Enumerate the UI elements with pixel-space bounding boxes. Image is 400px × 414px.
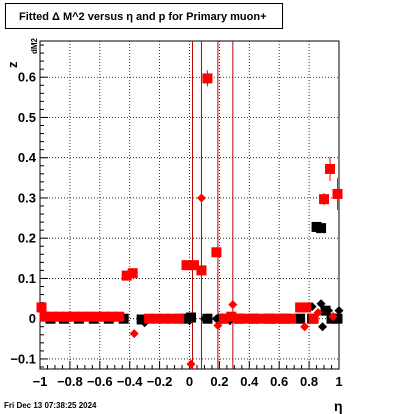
x-tick-label: −0.6 <box>87 374 113 389</box>
chart-title: Fitted Δ M^2 versus η and p for Primary … <box>19 11 267 23</box>
data-points <box>36 70 344 369</box>
red-square-point <box>151 313 162 324</box>
red-diamond-point <box>196 193 206 203</box>
x-tick-label: −1 <box>33 374 48 389</box>
red-diamond-point <box>225 312 235 322</box>
y-tick-label: 0.6 <box>18 70 36 85</box>
red-square-point <box>127 268 138 279</box>
red-square-point <box>76 311 87 322</box>
red-square-point <box>144 313 155 324</box>
red-square-point <box>166 313 177 324</box>
red-diamond-point <box>129 329 139 339</box>
x-tick-label: 0.4 <box>240 374 259 389</box>
red-square-point <box>54 311 65 322</box>
y-tick-label: −0.1 <box>10 351 36 366</box>
red-square-point <box>99 311 110 322</box>
red-square-point <box>39 311 50 322</box>
red-square-point <box>84 311 95 322</box>
black-diamond-point <box>324 306 334 316</box>
red-square-point <box>301 302 312 313</box>
red-square-point <box>241 313 252 324</box>
red-diamond-point <box>213 321 223 331</box>
red-square-point <box>256 313 267 324</box>
black-diamond-point <box>318 322 328 332</box>
y-tick-label: 0.5 <box>18 110 36 125</box>
red-square-point <box>263 313 274 324</box>
black-square-point <box>185 312 196 323</box>
red-square-point <box>218 313 229 324</box>
black-square-point <box>136 314 147 325</box>
black-diamond-point <box>211 314 221 324</box>
y-axis-label-subscript: dM2 <box>30 37 39 54</box>
x-tick-label: −0.8 <box>57 374 83 389</box>
red-square-point <box>233 313 244 324</box>
red-square-point <box>36 302 47 313</box>
black-diamond-point <box>316 299 326 309</box>
red-square-point <box>121 270 132 281</box>
red-square-point <box>159 313 170 324</box>
y-tick-label: 0.4 <box>18 150 37 165</box>
red-square-point <box>69 311 80 322</box>
red-square-point <box>286 313 297 324</box>
x-tick-label: −0.2 <box>147 374 173 389</box>
red-diamond-point <box>300 322 310 332</box>
red-square-point <box>114 311 125 322</box>
black-square-point <box>295 313 306 324</box>
red-square-point <box>202 73 213 84</box>
x-tick-label: 1 <box>335 374 342 389</box>
y-axis-ticks: −0.1 0 0.1 0.2 0.3 0.4 0.5 0.6 <box>10 44 48 368</box>
red-square-point <box>196 265 207 276</box>
black-square-point <box>316 223 327 234</box>
y-axis-label: z <box>5 61 20 68</box>
y-tick-label: 0.2 <box>18 231 36 246</box>
red-square-point <box>278 313 289 324</box>
y-tick-label: 0.1 <box>18 271 36 286</box>
x-tick-label: 0.8 <box>300 374 318 389</box>
red-diamond-point <box>313 308 323 318</box>
red-square-point <box>271 313 282 324</box>
x-tick-label: 0 <box>186 374 193 389</box>
y-tick-label: 0 <box>29 311 36 326</box>
red-square-point <box>106 311 117 322</box>
red-diamond-point <box>186 359 196 369</box>
chart-title-box: Fitted Δ M^2 versus η and p for Primary … <box>5 3 283 29</box>
red-square-point <box>91 311 102 322</box>
red-square-point <box>319 194 330 205</box>
black-diamond-point <box>334 306 344 316</box>
timestamp: Fri Dec 13 07:38:25 2024 <box>4 401 97 410</box>
x-tick-label: 0.6 <box>270 374 288 389</box>
red-square-point <box>308 313 319 324</box>
x-axis-label: η <box>334 398 343 414</box>
red-diamond-point <box>228 300 238 310</box>
black-diamond-point <box>185 316 194 326</box>
red-square-point <box>181 260 192 271</box>
x-tick-label: 0.2 <box>210 374 228 389</box>
x-axis-ticks: −1 −0.8 −0.6 −0.4 −0.2 0 0.2 0.4 0.6 0.8 1 <box>33 361 343 389</box>
red-square-point <box>61 311 72 322</box>
red-square-point <box>325 163 336 174</box>
black-diamond-point <box>199 314 209 324</box>
red-square-point <box>174 313 185 324</box>
red-square-point <box>295 302 306 313</box>
x-tick-label: −0.4 <box>117 374 143 389</box>
red-square-point <box>188 260 199 271</box>
red-square-point <box>211 247 222 258</box>
red-square-point <box>248 313 259 324</box>
red-square-point <box>46 311 57 322</box>
y-tick-label: 0.3 <box>18 190 36 205</box>
red-diamond-point <box>328 312 338 322</box>
red-square-point <box>332 188 343 199</box>
